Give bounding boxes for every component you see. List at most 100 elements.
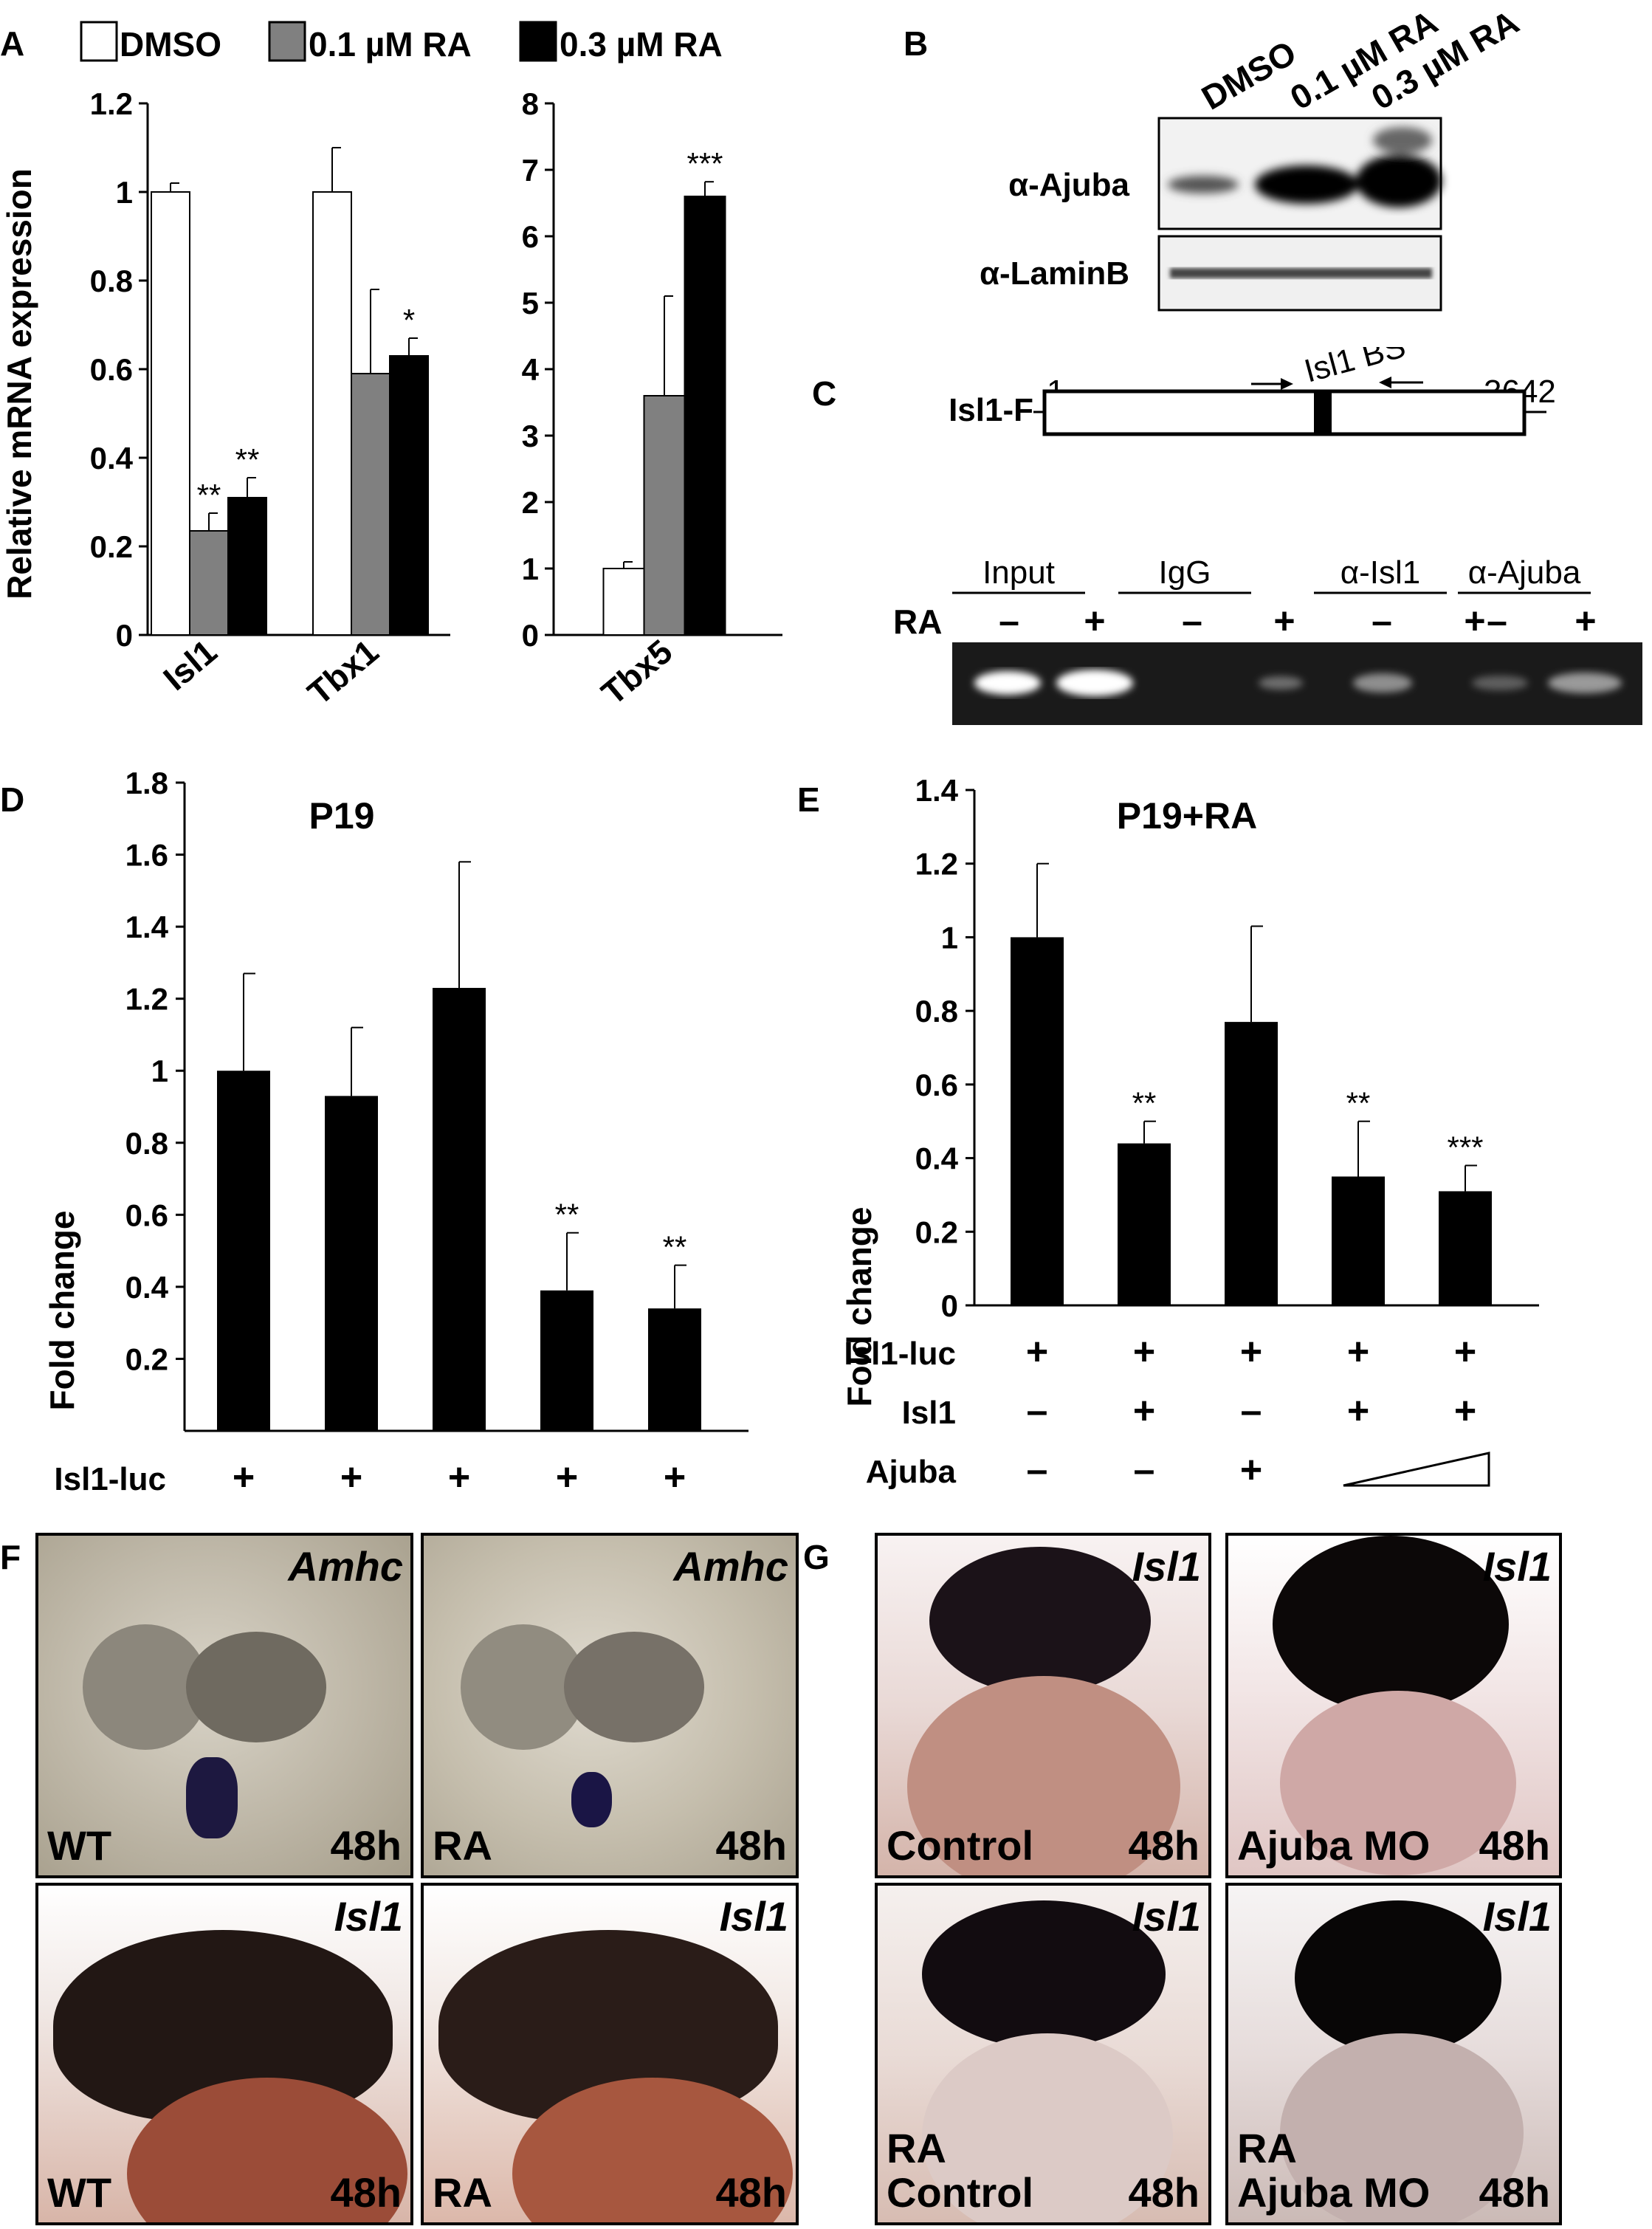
embryo-head (1295, 1900, 1501, 2055)
chip-group-label: Input (982, 554, 1055, 591)
y-tick-label: 1.4 (125, 910, 169, 944)
y-tick-label: 0.2 (915, 1215, 958, 1249)
primer-reverse-arrow (1379, 377, 1423, 388)
chip-group-labels: Input IgG α-Isl1 α-Ajuba (952, 554, 1591, 594)
y-tick-label: 1 (116, 175, 133, 210)
embryo-yolk (1280, 2033, 1524, 2222)
bar-2 (1118, 1143, 1171, 1305)
photo-g3-cond2: Control (887, 2169, 1034, 2216)
treatment-sign: + (1347, 1390, 1369, 1432)
treatment-row-label: Ajuba (866, 1454, 957, 1490)
blot-row-laminb: α-LaminB (980, 255, 1129, 292)
y-tick-label: 7 (522, 153, 539, 188)
bar-isl1-1 (189, 530, 229, 636)
significance-mark: ** (235, 442, 260, 477)
treatment-sign: + (1133, 1330, 1155, 1373)
photo-g1-gene: Isl1 (1132, 1543, 1201, 1590)
binding-site-mark (1314, 391, 1332, 434)
photo-f-amhc-ra: Amhc RA 48h (421, 1533, 799, 1878)
chart-d-title: P19 (309, 795, 375, 837)
panel-label-a: A (0, 24, 25, 63)
treatment-sign: – (1027, 1390, 1048, 1432)
photo-g-ajuba-mo: Isl1 Ajuba MO 48h (1225, 1533, 1562, 1878)
chip-group-label: α-Ajuba (1468, 554, 1581, 591)
photo-f4-gene: Isl1 (719, 1893, 788, 1940)
photo-g4-gene: Isl1 (1482, 1893, 1552, 1940)
y-tick-label: 0.6 (915, 1068, 958, 1102)
treatment-sign: + (340, 1456, 362, 1499)
y-tick-label: 6 (522, 219, 539, 254)
y-tick-label: 0.2 (90, 529, 133, 564)
blot-lane-dmso: DMSO (1195, 33, 1303, 117)
panel-label-b: B (904, 24, 929, 63)
chip-panel: Isl1-F 1 3642 Isl1 BS InputIgGα-Isl1α-Aj… (893, 347, 1642, 725)
photo-f-isl1-wt: Isl1 WT 48h (35, 1883, 413, 2225)
y-tick-label: 1.8 (125, 768, 168, 800)
category-label: Tbx5 (594, 632, 680, 712)
photo-g1-time: 48h (1128, 1822, 1200, 1869)
panel-label-d: D (0, 780, 25, 819)
y-tick-label: 3 (522, 419, 539, 453)
photo-f2-gene: Amhc (673, 1543, 788, 1590)
legend-swatch-0-3 (519, 21, 557, 62)
significance-mark: ** (663, 1230, 687, 1265)
photo-f-isl1-ra: Isl1 RA 48h (421, 1883, 799, 2225)
significance-mark: ** (1346, 1086, 1371, 1121)
photo-g4-time: 48h (1479, 2169, 1551, 2216)
y-tick-label: 8 (522, 86, 539, 121)
y-tick-label: 1.2 (90, 86, 133, 121)
bar-tbx1-0 (312, 191, 352, 636)
treatment-sign: + (233, 1456, 255, 1499)
chart-a-right: 0 1 2 3 4 5 6 7 8 Tbx5 *** (522, 86, 782, 712)
ajuba-dose-wedge (1343, 1452, 1490, 1487)
legend-a: DMSO 0.1 µM RA 0.3 µM RA (80, 21, 723, 63)
y-tick-label: 1 (941, 920, 958, 955)
photo-f3-gene: Isl1 (334, 1893, 403, 1940)
chart-e-title: P19+RA (1117, 795, 1257, 837)
treatment-sign: + (1454, 1390, 1476, 1432)
y-tick-label: 1.2 (915, 847, 958, 882)
bar-3 (433, 988, 486, 1431)
photo-f2-cond: RA (433, 1822, 492, 1869)
treatment-row-label: Isl1-luc (844, 1336, 956, 1372)
chip-group-label: IgG (1159, 554, 1211, 591)
ra-sign: – (1487, 600, 1507, 642)
chart-d-ylabel: Fold change (43, 1211, 81, 1411)
category-label: Isl1 (156, 632, 224, 698)
ra-sign: + (1464, 600, 1485, 642)
bar-tbx5-2 (684, 196, 726, 636)
photo-g3-gene: Isl1 (1132, 1893, 1201, 1940)
y-tick-label: 0.8 (125, 1126, 168, 1161)
legend-label-0-3: 0.3 µM RA (560, 25, 723, 63)
bar-3 (1225, 1022, 1278, 1305)
y-tick-label: 0.8 (915, 994, 958, 1028)
photo-f-amhc-wt: Amhc WT 48h (35, 1533, 413, 1878)
y-tick-label: 1.2 (125, 982, 168, 1017)
significance-mark: ** (197, 478, 221, 512)
embryo-head (1273, 1536, 1509, 1713)
photo-g3-time: 48h (1128, 2169, 1200, 2216)
bar-tbx1-1 (351, 373, 390, 636)
panel-label-e: E (797, 780, 820, 819)
treatment-sign: + (1026, 1330, 1048, 1373)
photo-g4-cond: RA (1237, 2125, 1297, 2171)
y-tick-label: 1 (522, 552, 539, 586)
y-tick-label: 1.6 (125, 838, 168, 873)
photo-g-ra-control: Isl1 RA Control 48h (875, 1883, 1211, 2225)
ra-sign: – (1371, 600, 1392, 642)
blot-laminb-bands (1170, 268, 1432, 278)
embryo-head (186, 1632, 326, 1742)
photo-f2-time: 48h (715, 1822, 788, 1869)
treatment-sign: + (1133, 1390, 1155, 1432)
embryo-yolk (512, 2078, 793, 2222)
bar-1 (217, 1071, 270, 1431)
y-tick-label: 0 (941, 1288, 958, 1323)
significance-mark: *** (686, 146, 723, 181)
blot-ajuba-bands (1168, 127, 1442, 207)
significance-mark: ** (555, 1198, 579, 1232)
embryo-yolk (127, 2078, 407, 2222)
y-tick-label: 0.2 (125, 1342, 168, 1376)
ra-row-label: RA (893, 602, 942, 641)
treatment-sign: – (1241, 1390, 1262, 1432)
photo-g-control: Isl1 Control 48h (875, 1533, 1211, 1878)
